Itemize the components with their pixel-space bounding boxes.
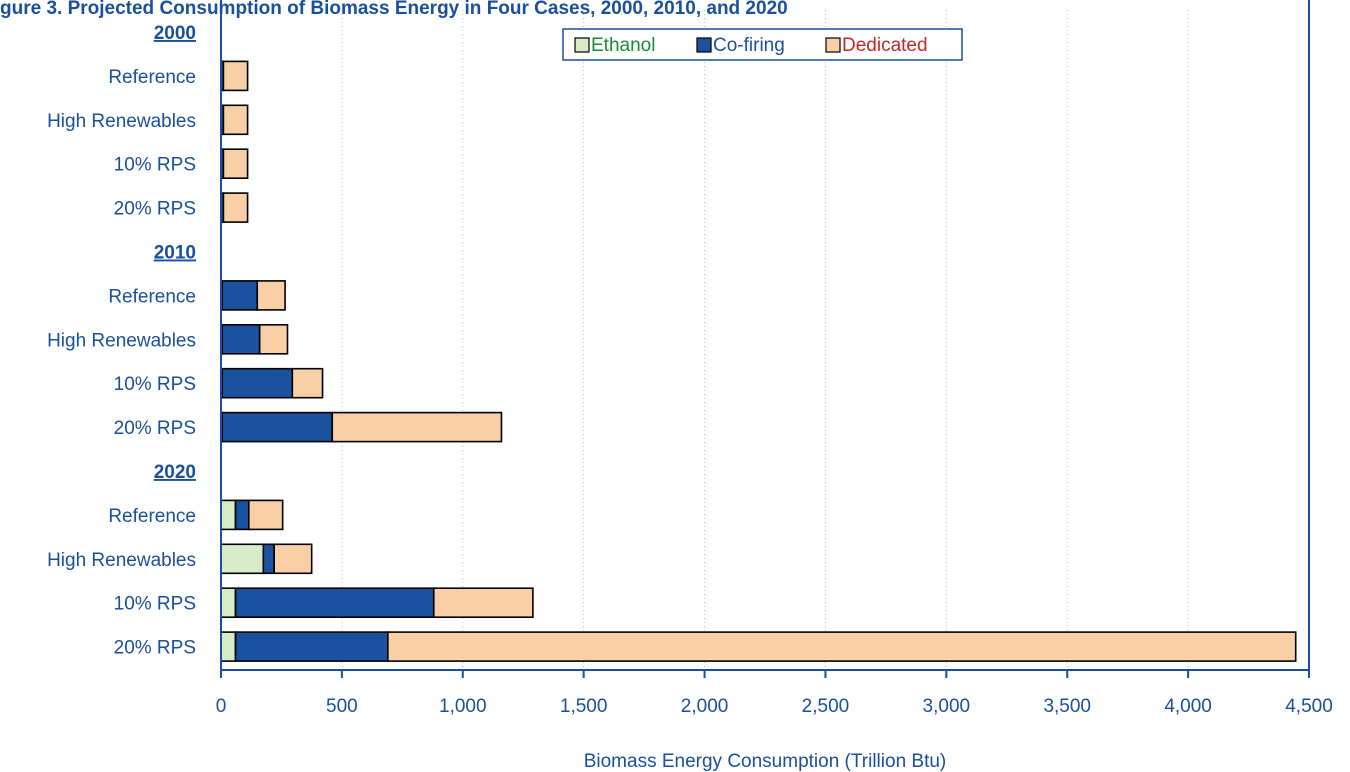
bar-segment-dedicated [222,148,249,179]
x-tick-label: 500 [326,696,358,717]
bar-segment-dedicated [432,587,534,619]
legend-box [562,28,963,61]
category-label: High Renewables [47,550,196,571]
bar-segment-dedicated [248,499,284,531]
x-axis-title: Biomass Energy Consumption (Trillion Btu… [584,751,947,772]
bar-segment-co-firing [234,499,250,531]
group-label: 2010 [154,243,196,264]
bar-segment-co-firing [221,323,261,355]
bar-segment-ethanol [220,587,237,619]
bar-segment-dedicated [331,411,503,443]
x-tick-label: 2,500 [802,696,850,717]
bar-segment-dedicated [387,631,1297,662]
category-labels: 2000 Reference High Renewables 10% RPS 20% R… [47,23,196,659]
category-label: Reference [108,67,196,88]
bar-segment-co-firing [234,631,389,662]
x-ticks: 0 500 1,000 1,500 2,000 2,500 3,000 3,500 4,000 4… [216,670,1333,717]
bar-segment-dedicated [222,192,249,223]
category-label: 20% RPS [114,199,196,220]
category-label: 20% RPS [114,418,196,439]
x-tick-label: 4,500 [1285,696,1333,717]
group-label: 2020 [154,462,196,483]
axes [220,0,1310,671]
x-tick-label: 1,500 [560,696,608,717]
legend-label: Co-firing [713,35,785,56]
legend: Ethanol Co-firing Dedicated [562,28,963,61]
category-label: Reference [108,286,196,307]
bar-segment-dedicated [222,104,249,136]
bar-segment-ethanol [220,631,237,662]
grid-lines [341,10,1189,670]
category-label: 20% RPS [114,638,196,659]
x-tick-label: 3,000 [923,696,971,717]
x-tick-label: 2,000 [681,696,729,717]
bar-segment-dedicated [291,367,324,399]
category-label: Reference [108,506,196,527]
x-tick-label: 4,000 [1164,696,1212,717]
bar-segment-ethanol [220,499,237,531]
bar-segment-dedicated [222,60,249,92]
group-label: 2000 [154,23,196,44]
x-tick-label: 1,000 [439,696,487,717]
bar-segment-co-firing [221,411,334,443]
chart-title: gure 3. Projected Consumption of Biomass… [0,0,788,19]
category-label: 10% RPS [114,594,196,615]
bar-segment-dedicated [256,280,286,311]
bar-segment-ethanol [220,543,265,575]
legend-swatch [574,37,590,53]
bar-segment-co-firing [262,543,275,575]
legend-label: Ethanol [591,35,655,56]
category-label: High Renewables [47,111,196,132]
bar-segment-dedicated [258,323,289,355]
bar-segment-dedicated [273,543,313,575]
x-tick-label: 3,500 [1043,696,1091,717]
bar-segment-co-firing [234,587,435,619]
bar-segment-co-firing [221,367,294,399]
bars [220,60,1297,662]
bar-segment-co-firing [221,280,259,311]
legend-swatch [696,37,712,53]
x-tick-label: 0 [216,696,227,717]
category-label: High Renewables [47,330,196,351]
category-label: 10% RPS [114,155,196,176]
legend-label: Dedicated [842,35,928,56]
category-label: 10% RPS [114,374,196,395]
legend-swatch [825,37,841,53]
